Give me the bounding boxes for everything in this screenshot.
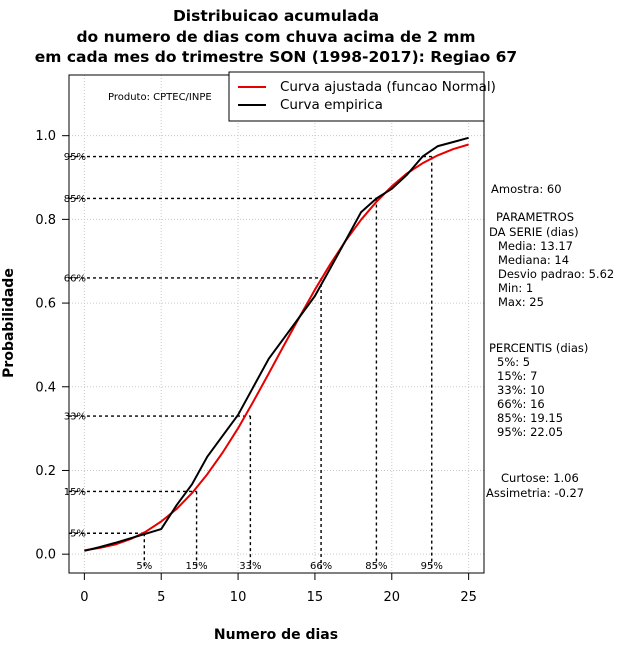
chart-title-line-2: do numero de dias com chuva acima de 2 m… — [76, 28, 475, 46]
param-min: Min: 1 — [498, 281, 533, 295]
assimetria: Assimetria: -0.27 — [486, 486, 584, 500]
credit-label: Produto: CPTEC/INPE — [108, 92, 212, 103]
percentis-header: PERCENTIS (dias) — [489, 341, 588, 355]
x-tick-label-0: 0 — [80, 590, 88, 605]
percentile-y-label-1: 15% — [64, 487, 86, 498]
percentile-x-label-4: 85% — [365, 561, 387, 572]
y-axis: 0.0 0.2 0.4 0.6 0.8 1.0 — [35, 129, 69, 563]
param-max: Max: 25 — [498, 295, 544, 309]
fitted-normal-curve — [84, 143, 469, 552]
series-layer — [84, 136, 469, 552]
sample-size: Amostra: 60 — [491, 182, 562, 196]
percentile-x-label-3: 66% — [310, 561, 332, 572]
percentile-y-label-4: 85% — [64, 194, 86, 205]
param-mean: Media: 13.17 — [498, 239, 573, 253]
y-tick-label-1: 0.2 — [35, 464, 56, 479]
x-tick-label-5: 25 — [460, 590, 477, 605]
percentile-x-label-1: 15% — [185, 561, 207, 572]
percentile-x-label-0: 5% — [136, 561, 152, 572]
y-tick-label-4: 0.8 — [35, 213, 56, 228]
param-stddev: Desvio padrao: 5.62 — [498, 267, 614, 281]
params-header-1: PARAMETROS — [496, 210, 574, 224]
legend-label-fitted: Curva ajustada (funcao Normal) — [280, 79, 496, 95]
side-stats: Amostra: 60 PARAMETROS DA SERIE (dias) M… — [486, 182, 614, 500]
grid — [69, 75, 484, 573]
percentil-33: 33%: 10 — [497, 383, 545, 397]
x-tick-label-4: 20 — [384, 590, 401, 605]
percentile-x-label-2: 33% — [239, 561, 261, 572]
x-tick-label-2: 10 — [230, 590, 247, 605]
percentil-95: 95%: 22.05 — [497, 425, 563, 439]
chart-title-line-1: Distribuicao acumulada — [173, 7, 379, 25]
y-tick-label-2: 0.4 — [35, 380, 56, 395]
y-tick-label-3: 0.6 — [35, 297, 56, 312]
percentile-guides: 5% 5% 15% 15% 33% 33% 66% 66% 85% 85% 95% 95% — [64, 152, 443, 572]
legend-label-empirical: Curva empirica — [280, 97, 383, 113]
y-tick-label-5: 1.0 — [35, 129, 56, 144]
y-tick-label-0: 0.0 — [35, 548, 56, 563]
y-axis-title: Probabilidade — [1, 268, 17, 378]
percentil-5: 5%: 5 — [497, 355, 530, 369]
legend: Curva ajustada (funcao Normal) Curva emp… — [228, 71, 496, 122]
plot-frame — [68, 74, 485, 574]
percentil-85: 85%: 19.15 — [497, 411, 563, 425]
percentile-y-label-2: 33% — [64, 412, 86, 423]
curtose: Curtose: 1.06 — [501, 471, 579, 485]
legend-box — [228, 71, 485, 122]
percentile-y-label-5: 95% — [64, 152, 86, 163]
percentil-15: 15%: 7 — [497, 369, 537, 383]
percentile-y-label-0: 5% — [70, 529, 86, 540]
percentile-x-label-5: 95% — [421, 561, 443, 572]
x-axis: 0 5 10 15 20 25 — [80, 573, 477, 605]
params-header-2: DA SERIE (dias) — [489, 225, 579, 239]
x-tick-label-1: 5 — [157, 590, 165, 605]
percentil-66: 66%: 16 — [497, 397, 545, 411]
x-tick-label-3: 15 — [307, 590, 324, 605]
percentile-y-label-3: 66% — [64, 273, 86, 284]
chart-title-line-3: em cada mes do trimestre SON (1998-2017)… — [35, 48, 517, 66]
empirical-curve — [84, 136, 469, 552]
param-median: Mediana: 14 — [498, 253, 569, 267]
x-axis-title: Numero de dias — [214, 627, 338, 643]
